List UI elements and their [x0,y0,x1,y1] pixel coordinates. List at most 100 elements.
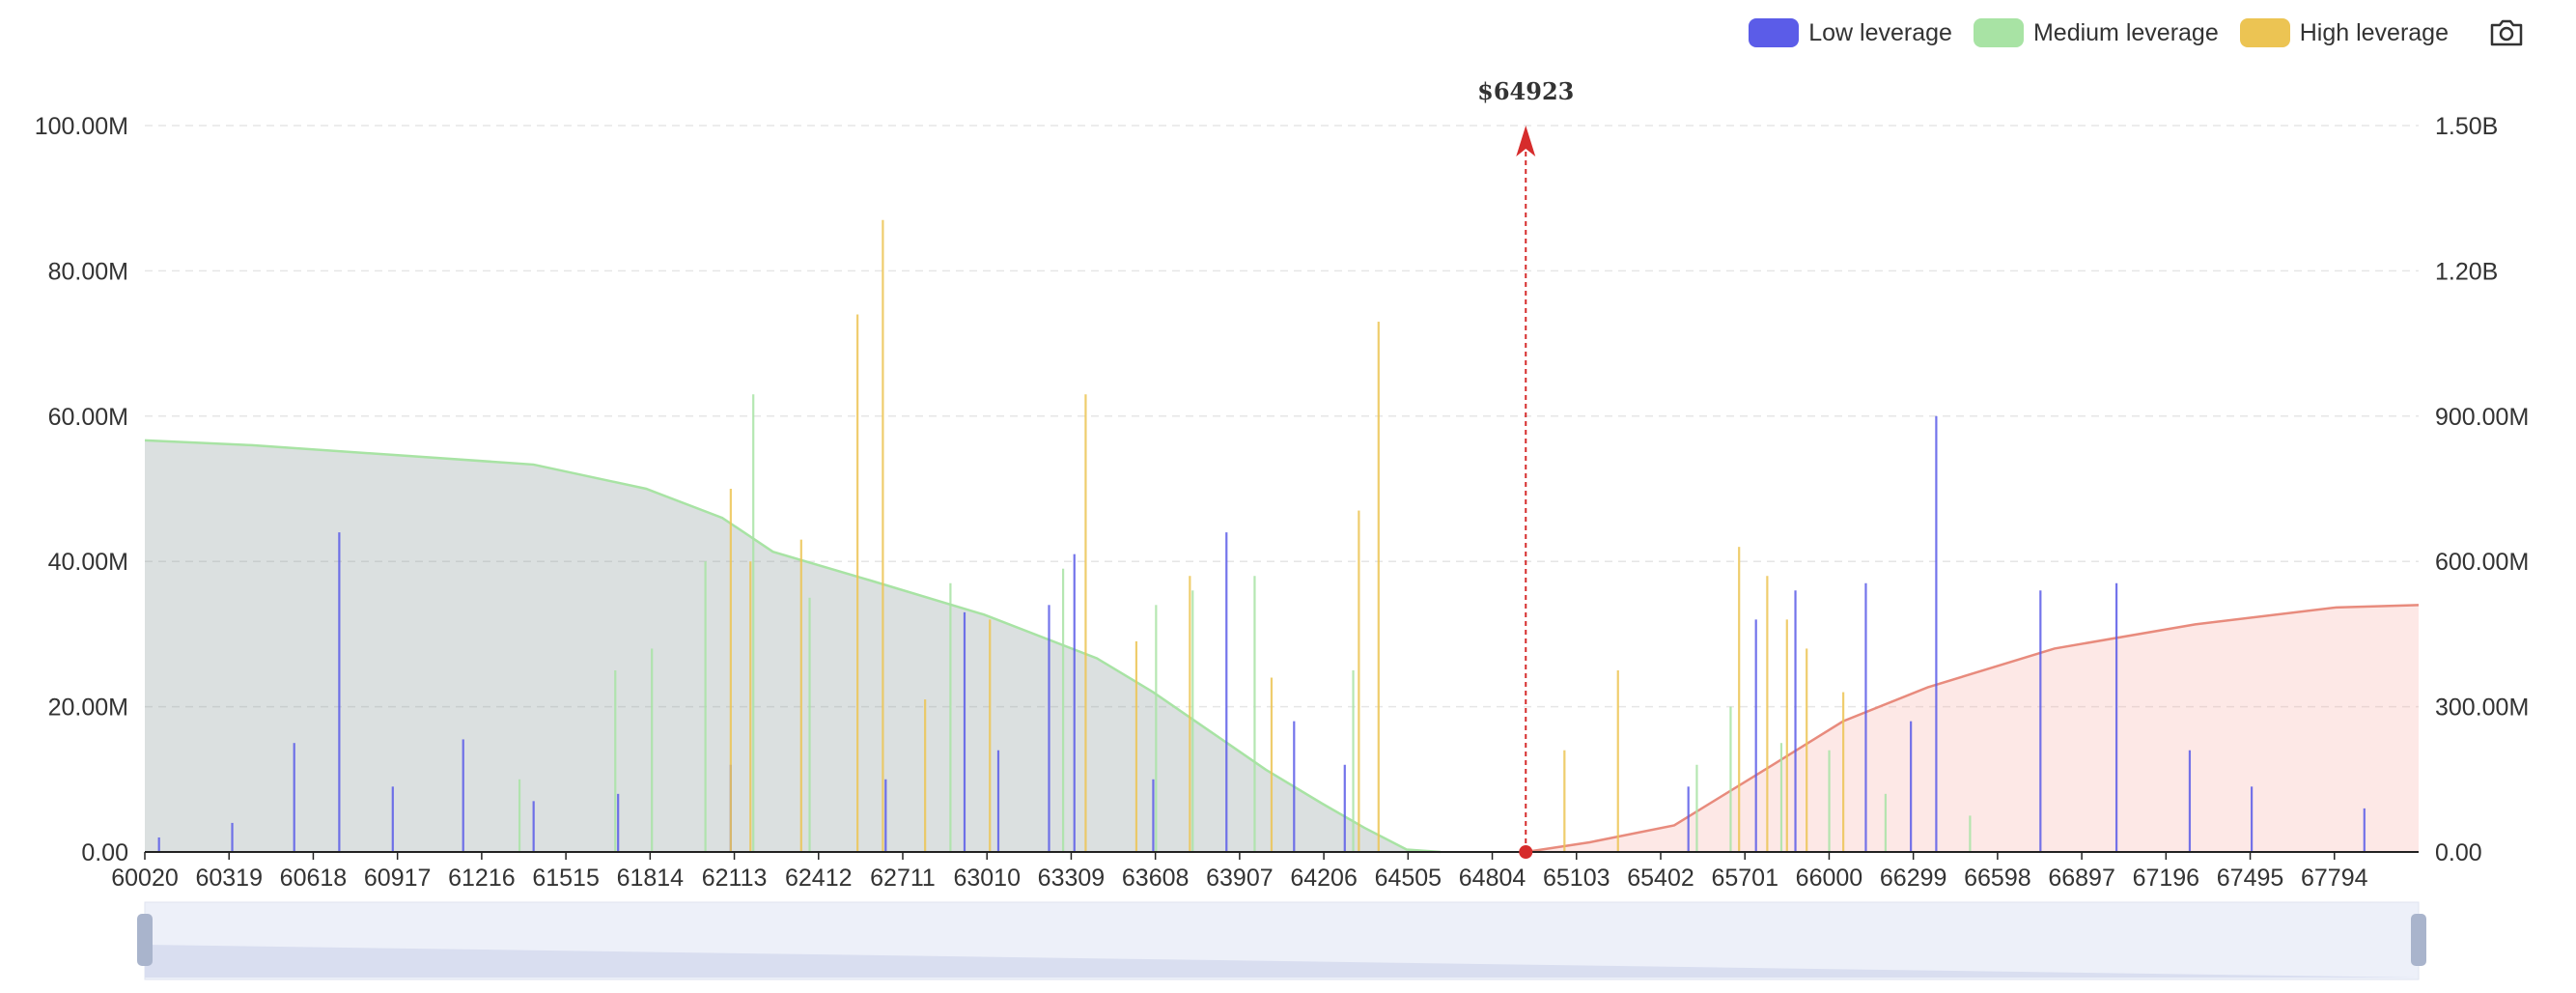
save-image-button[interactable] [2487,14,2526,52]
legend-label-low: Low leverage [1808,18,1952,46]
legend-swatch-low [1749,18,1800,47]
bar-low-leverage [884,779,887,852]
x-tick-label: 66598 [1964,865,2031,892]
cumulative-areas [144,439,2420,854]
x-tick-label: 67495 [2217,865,2284,892]
bar-low-leverage [1073,553,1076,852]
bar-medium-leverage [949,582,952,852]
current-price-marker: $64923 [1477,77,1574,859]
x-tick-label: 60020 [111,865,179,892]
legend-swatch-high [2239,18,2290,47]
bar-low-leverage [1048,605,1050,852]
zoom-shadow [145,945,2419,978]
x-tick-label: 63608 [1122,865,1190,892]
bar-low-leverage [2114,582,2118,852]
bar-low-leverage [2251,786,2254,852]
bar-high-leverage [1766,576,1769,852]
legend-item-high-leverage[interactable]: High leverage [2239,18,2449,47]
x-tick-label: 67196 [2133,865,2200,892]
bar-high-leverage [1358,510,1360,852]
y-right-tick-label: 1.50B [2435,113,2498,140]
x-tick-label: 66000 [1796,865,1863,892]
y-right-tick-label: 0.00 [2435,839,2482,866]
x-tick-label: 65103 [1543,865,1610,892]
bar-low-leverage [2188,750,2192,852]
bar-high-leverage [882,219,884,852]
zoom-handle-left[interactable] [137,914,153,966]
price-marker-dot [1519,845,1533,859]
bar-medium-leverage [1779,743,1783,852]
bar-medium-leverage [704,561,707,852]
cumulative-short-fill [145,440,1441,852]
bar-medium-leverage [518,779,521,852]
bar-low-leverage [293,743,295,852]
x-tick-label: 63010 [953,865,1021,892]
legend-item-low-leverage[interactable]: Low leverage [1749,18,1952,47]
bar-high-leverage [799,539,802,852]
bar-high-leverage [1189,576,1191,852]
cumulative-short-line [144,439,1441,854]
bar-medium-leverage [651,648,654,852]
bar-low-leverage [617,793,620,852]
x-tick-label: 60917 [364,865,432,892]
bar-high-leverage [1084,394,1087,852]
bar-high-leverage [749,561,752,852]
cumulative-long-line [1526,604,2420,854]
cumulative-long-fill [1526,605,2419,852]
bar-high-leverage [1842,692,1845,852]
bar-low-leverage [157,837,160,852]
x-tick-label: 62113 [702,865,768,892]
bar-medium-leverage [1352,670,1355,852]
bar-low-leverage [231,822,234,852]
x-tick-label: 63309 [1038,865,1106,892]
bar-medium-leverage [1969,815,1972,852]
current-price-label: $64923 [1477,77,1574,105]
y-right-tick-label: 1.20B [2435,258,2498,285]
bar-medium-leverage [808,597,811,852]
bar-medium-leverage [1695,764,1698,852]
y-right-tick-label: 600.00M [2435,549,2529,576]
x-tick-label: 60319 [195,865,263,892]
x-tick-label: 64804 [1459,865,1526,892]
x-tick-label: 63907 [1206,865,1274,892]
bar-low-leverage [462,739,464,852]
y-left-tick-label: 40.00M [48,549,128,576]
y-left-tick-label: 60.00M [48,404,128,431]
chart-legend: Low leverage Medium leverage High levera… [1749,14,2526,52]
bar-low-leverage [996,750,1000,852]
bar-medium-leverage [1191,590,1194,852]
bar-low-leverage [1687,786,1690,852]
x-tick-label: 60618 [280,865,348,892]
zoom-handle-right[interactable] [2411,914,2426,966]
y-left-tick-label: 20.00M [48,695,128,722]
x-tick-label: 66299 [1880,865,1947,892]
bar-medium-leverage [1253,576,1256,852]
bar-medium-leverage [752,394,755,852]
bar-low-leverage [532,801,535,852]
x-tick-label: 62412 [785,865,853,892]
bar-low-leverage [1225,532,1228,852]
x-tick-label: 65402 [1627,865,1694,892]
bar-medium-leverage [1155,605,1158,852]
bar-medium-leverage [614,670,617,852]
x-tick-label: 64206 [1290,865,1358,892]
y-left-tick-label: 0.00 [81,839,128,866]
bar-high-leverage [1134,640,1138,852]
axes: 0.00 20.00M 40.00M 60.00M 80.00M 100.00M 0.00 3… [35,113,2530,892]
bar-medium-leverage [1884,793,1887,852]
bar-high-leverage [1270,677,1274,852]
zoom-slider[interactable] [137,901,2426,980]
bar-low-leverage [1935,415,1938,852]
x-tick-label: 62711 [870,865,936,892]
y-left-tick-label: 80.00M [48,258,128,285]
bar-medium-leverage [1729,706,1732,852]
liquidation-bars [157,219,2366,852]
bar-low-leverage [1343,764,1346,852]
x-tick-label: 66897 [2048,865,2115,892]
bar-high-leverage [856,314,859,852]
y-right-tick-label: 300.00M [2435,695,2529,722]
bar-high-leverage [924,699,927,852]
legend-item-medium-leverage[interactable]: Medium leverage [1973,18,2219,47]
x-tick-label: 65701 [1711,865,1778,892]
